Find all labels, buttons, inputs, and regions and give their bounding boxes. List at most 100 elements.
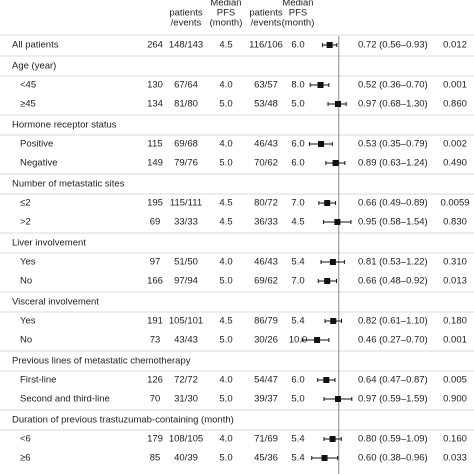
column-header: PFS — [289, 8, 307, 19]
subgroup-label: No — [20, 276, 32, 287]
column-header: PFS — [217, 8, 235, 19]
cell: 70/62 — [254, 158, 278, 169]
hr-marker — [321, 455, 328, 461]
cell: 115/111 — [170, 198, 202, 209]
cell: 73 — [150, 335, 161, 346]
hr-label: 0.81 (0.53–1.22) — [358, 257, 428, 268]
hr-label: 0.66 (0.49–0.89) — [358, 198, 428, 209]
p-value: 0.830 — [443, 217, 467, 228]
hr-label: 0.97 (0.59–1.59) — [358, 394, 428, 405]
cell: 72/72 — [174, 375, 198, 386]
p-value: 0.002 — [443, 139, 467, 150]
cell: 8.0 — [291, 80, 304, 91]
cell: 5.0 — [219, 99, 232, 110]
cell: 5.0 — [291, 394, 304, 405]
cell: 108/105 — [169, 434, 203, 445]
group-label: Previous lines of metastatic chemotherap… — [12, 356, 191, 367]
subgroup-label: <6 — [20, 434, 31, 445]
group-label: Number of metastatic sites — [12, 179, 125, 190]
p-value: 0.001 — [443, 335, 467, 346]
cell: 148/143 — [169, 40, 203, 51]
subgroup-label: Negative — [20, 158, 58, 169]
p-value: 0.001 — [443, 80, 467, 91]
subgroup-label: Yes — [20, 257, 36, 268]
p-value: 0.005 — [443, 375, 467, 386]
cell: 69/68 — [174, 139, 198, 150]
hr-marker — [329, 259, 336, 265]
column-header: patients — [249, 8, 283, 19]
cell: 116/106 — [249, 40, 283, 51]
hr-marker — [334, 219, 341, 225]
cell: 134 — [147, 99, 163, 110]
column-header: (month) — [210, 18, 243, 29]
cell: 4.5 — [219, 217, 232, 228]
p-value: 0.310 — [443, 257, 467, 268]
cell: 97/94 — [174, 276, 198, 287]
p-value: 0.0059 — [440, 198, 469, 209]
cell: 126 — [147, 375, 163, 386]
cell: 40/39 — [174, 453, 198, 464]
cell: 45/36 — [254, 453, 278, 464]
subgroup-label: Yes — [20, 316, 36, 327]
cell: 10.0 — [289, 335, 308, 346]
cell: 69/62 — [254, 276, 278, 287]
cell: 33/33 — [174, 217, 198, 228]
cell: 115 — [147, 139, 162, 150]
subgroup-label: First-line — [20, 375, 56, 386]
cell: 80/72 — [254, 198, 278, 209]
hr-marker — [329, 436, 336, 442]
hr-marker — [332, 160, 339, 166]
hr-marker — [334, 101, 341, 107]
hr-marker — [330, 318, 337, 324]
hr-label: 0.53 (0.35–0.79) — [358, 139, 428, 150]
hr-label: 0.66 (0.48–0.92) — [358, 276, 428, 287]
subgroup-label: ≥6 — [20, 453, 31, 464]
group-label: Duration of previous trastuzumab-contain… — [12, 415, 234, 426]
hr-label: 0.60 (0.38–0.96) — [358, 453, 428, 464]
column-header: /events — [171, 18, 202, 29]
hr-label: 0.80 (0.59–1.09) — [358, 434, 428, 445]
column-header: Median — [210, 0, 241, 9]
hr-label: 0.95 (0.58–1.54) — [358, 217, 428, 228]
column-header: patients — [169, 8, 203, 19]
subgroup-label: Positive — [20, 139, 53, 150]
cell: 5.0 — [219, 158, 232, 169]
cell: 130 — [147, 80, 163, 91]
cell: 85 — [150, 453, 161, 464]
cell: 5.0 — [219, 276, 232, 287]
hr-label: 0.64 (0.47–0.87) — [358, 375, 428, 386]
hr-marker — [324, 278, 331, 284]
cell: 166 — [147, 276, 163, 287]
hr-marker — [324, 200, 331, 206]
cell: 4.0 — [219, 434, 232, 445]
hr-label: 0.46 (0.27–0.70) — [358, 335, 428, 346]
cell: 5.0 — [219, 394, 232, 405]
cell: 67/64 — [174, 80, 198, 91]
cell: 39/37 — [254, 394, 278, 405]
hr-marker — [334, 396, 341, 402]
cell: 105/101 — [169, 316, 203, 327]
group-label: Age (year) — [12, 61, 56, 72]
cell: 6.0 — [291, 40, 304, 51]
cell: 4.5 — [219, 198, 232, 209]
cell: 264 — [147, 40, 163, 51]
hr-label: 0.72 (0.56–0.93) — [358, 40, 428, 51]
cell: 4.0 — [219, 257, 232, 268]
subgroup-label: Second and third-line — [20, 394, 110, 405]
cell: 149 — [147, 158, 163, 169]
cell: 6.0 — [291, 158, 304, 169]
cell: 79/76 — [174, 158, 198, 169]
group-label: Hormone receptor status — [12, 120, 117, 131]
p-value: 0.490 — [443, 158, 467, 169]
cell: 51/50 — [174, 257, 198, 268]
cell: 5.0 — [291, 99, 304, 110]
p-value: 0.180 — [443, 316, 467, 327]
cell: 4.0 — [219, 80, 232, 91]
cell: 71/69 — [254, 434, 278, 445]
p-value: 0.033 — [443, 453, 467, 464]
p-value: 0.013 — [443, 276, 467, 287]
cell: 195 — [147, 198, 163, 209]
cell: 46/43 — [254, 139, 278, 150]
